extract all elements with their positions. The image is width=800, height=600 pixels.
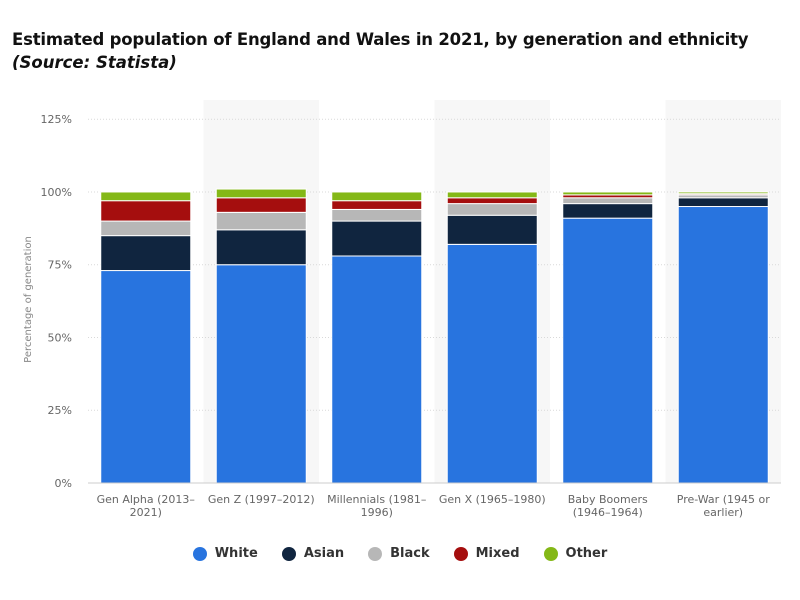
legend-marker — [192, 546, 207, 561]
y-tick-label: 25% — [48, 404, 72, 417]
x-tick-label: Gen Alpha (2013– — [97, 493, 195, 506]
x-tick-label: earlier) — [703, 506, 743, 519]
legend-item-black[interactable]: Black — [368, 546, 430, 561]
legend-item-mixed[interactable]: Mixed — [453, 546, 520, 561]
x-tick-label: Gen Z (1997–2012) — [208, 493, 315, 506]
bar-segment-other — [562, 191, 654, 196]
bar-segment-mixed — [446, 197, 538, 205]
legend-label: Asian — [303, 546, 345, 561]
x-tick-label: (1946–1964) — [573, 506, 643, 519]
bar-segment-white — [446, 243, 538, 484]
bar-segment-asian — [446, 214, 538, 245]
bar-segment-other — [215, 188, 307, 199]
bar-segment-white — [215, 264, 307, 484]
bar-segment-asian — [677, 197, 769, 208]
bar-segment-black — [215, 211, 307, 231]
chart-title: Estimated population of England and Wale… — [12, 30, 749, 49]
y-tick-label: 0% — [55, 477, 72, 490]
bar-segment-black — [100, 220, 192, 237]
bar-segment-black — [331, 208, 423, 222]
bar-segment-asian — [562, 203, 654, 219]
chart-legend: White Asian Black Mixed Other — [0, 546, 800, 561]
bar-segment-mixed — [331, 200, 423, 210]
legend-label: Mixed — [475, 546, 520, 561]
legend-marker — [281, 546, 296, 561]
legend-label: White — [214, 546, 258, 561]
legend-item-white[interactable]: White — [192, 546, 258, 561]
stacked-bar-chart: 0% 25% 50% 75% 100% 125% Percentage of generat… — [23, 100, 781, 519]
legend-marker — [543, 546, 558, 561]
legend-marker — [453, 546, 468, 561]
bar-segment-asian — [100, 235, 192, 272]
bar-segment-white — [562, 217, 654, 484]
x-tick-label: Pre-War (1945 or — [677, 493, 770, 506]
bar-segment-asian — [215, 229, 307, 266]
y-tick-label: 75% — [48, 259, 72, 272]
y-axis-label: Percentage of generation — [23, 236, 34, 363]
bar-segment-black — [562, 197, 654, 205]
y-tick-label: 100% — [41, 186, 72, 199]
legend-item-other[interactable]: Other — [543, 546, 608, 561]
bar-segment-other — [677, 191, 769, 195]
x-tick-label: Millennials (1981– — [327, 493, 426, 506]
bar-segment-white — [331, 255, 423, 484]
bar-segment-asian — [331, 220, 423, 257]
y-tick-label: 125% — [41, 113, 72, 126]
bar-segment-other — [331, 191, 423, 202]
legend-label: Other — [565, 546, 608, 561]
bar-segment-black — [446, 203, 538, 216]
x-tick-label: 2021) — [130, 506, 162, 519]
legend-item-asian[interactable]: Asian — [281, 546, 345, 561]
x-tick-label: 1996) — [361, 506, 393, 519]
legend-label: Black — [390, 546, 430, 561]
legend-marker — [368, 546, 383, 561]
chart-source: (Source: Statista) — [12, 53, 177, 72]
x-tick-label: Gen X (1965–1980) — [439, 493, 546, 506]
bar-segment-other — [100, 191, 192, 202]
bar-segment-white — [677, 206, 769, 484]
bar-segment-mixed — [100, 200, 192, 222]
bar-segment-white — [100, 270, 192, 484]
y-tick-label: 50% — [48, 331, 72, 344]
x-tick-label: Baby Boomers — [568, 493, 648, 506]
bar-segment-other — [446, 191, 538, 199]
bar-segment-mixed — [215, 197, 307, 213]
